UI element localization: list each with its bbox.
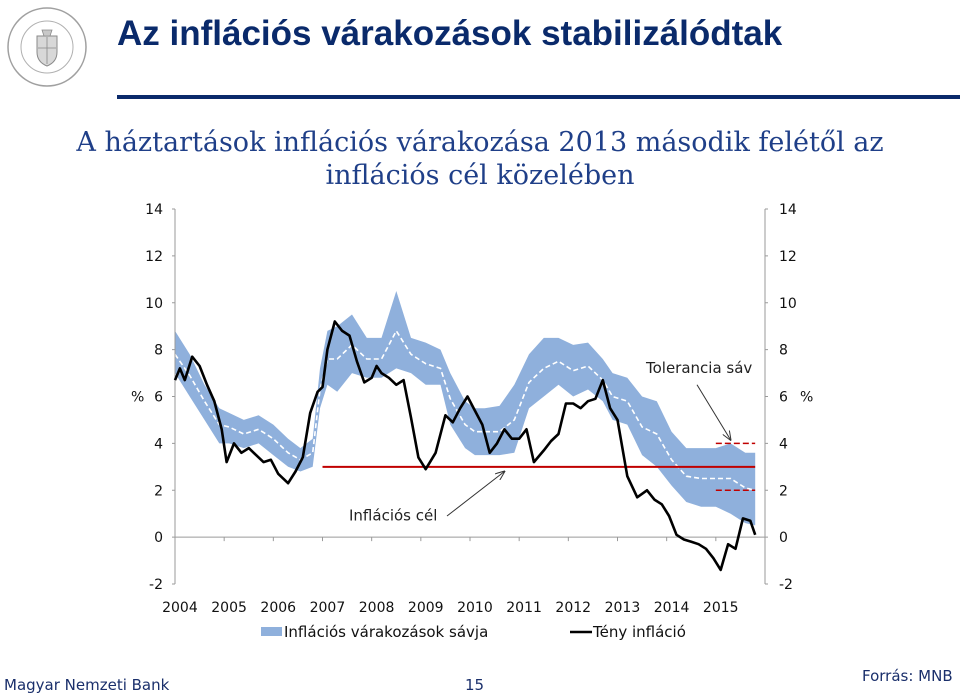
y-tick-right-4: 6: [779, 390, 788, 406]
y-ticks-left: -2 0 2 4 6 8 10 12 14: [145, 202, 175, 593]
x-tick-label-6: 2010: [457, 600, 493, 616]
y-tick-left-7: 12: [145, 249, 163, 265]
y-tick-left-4: 6: [154, 390, 163, 406]
y-tick-right-2: 2: [779, 483, 788, 499]
y-unit-left: %: [131, 390, 144, 406]
y-tick-right-0: -2: [779, 577, 793, 593]
y-tick-left-3: 4: [154, 436, 163, 452]
y-unit-right: %: [800, 390, 813, 406]
legend-band-label: Inflációs várakozások sávja: [284, 623, 488, 641]
y-tick-left-6: 10: [145, 296, 163, 312]
source-note: Forrás: MNB: [862, 667, 953, 685]
x-tick-label-1: 2005: [211, 600, 247, 616]
y-tick-right-7: 12: [779, 249, 797, 265]
legend-actual-label: Tény infláció: [592, 623, 686, 641]
chart-title: A háztartások inflációs várakozása 2013 …: [76, 127, 884, 191]
y-tick-right-8: 14: [779, 202, 797, 218]
x-tick-label-5: 2009: [408, 600, 444, 616]
page-title: Az inflációs várakozások stabilizálódtak: [117, 14, 783, 53]
x-tick-label-11: 2015: [703, 600, 739, 616]
x-tick-label-2: 2006: [260, 600, 296, 616]
y-tick-right-6: 10: [779, 296, 797, 312]
target-layer: [322, 442, 756, 492]
inflation-target-label: Inflációs cél: [349, 507, 437, 525]
target-arrow: [446, 472, 504, 517]
tolerance-band-label: Tolerancia sáv: [645, 359, 752, 377]
y-ticks-right: -2 0 2 4 6 8 10 12 14: [765, 202, 797, 593]
tolerance-arrow: [696, 384, 731, 440]
y-tick-left-0: -2: [149, 577, 163, 593]
footer-bank-name: Magyar Nemzeti Bank: [4, 676, 170, 694]
x-tick-label-4: 2008: [359, 600, 395, 616]
x-tick-label-9: 2013: [605, 600, 641, 616]
axis-layer: [174, 209, 766, 584]
y-tick-right-5: 8: [779, 343, 788, 359]
x-tick-label-7: 2011: [506, 600, 542, 616]
annotation-layer: Inflációs cél Tolerancia sáv: [349, 359, 752, 525]
legend: Inflációs várakozások sávja Tény infláci…: [261, 623, 686, 641]
y-tick-left-1: 0: [154, 530, 163, 546]
y-tick-right-3: 4: [779, 436, 788, 452]
x-tick-label-3: 2007: [310, 600, 346, 616]
x-tick-label-0: 2004: [162, 600, 198, 616]
title-divider: [117, 95, 960, 99]
y-tick-right-1: 0: [779, 530, 788, 546]
x-tick-label-8: 2012: [555, 600, 591, 616]
x-tick-label-10: 2014: [654, 600, 690, 616]
x-ticks: 2004 2005 2006 2007 2008 2009 2010 2011 2012 2013…: [162, 537, 766, 616]
actual-inflation-line: [173, 320, 757, 572]
expectations-band-layer: [174, 291, 756, 526]
y-tick-left-5: 8: [154, 343, 163, 359]
page-number: 15: [465, 676, 485, 694]
legend-band-swatch: [261, 627, 282, 636]
mnb-logo: [6, 6, 88, 88]
y-tick-left-2: 2: [154, 483, 163, 499]
expectations-band-area: [175, 291, 756, 526]
y-tick-left-8: 14: [145, 202, 163, 218]
